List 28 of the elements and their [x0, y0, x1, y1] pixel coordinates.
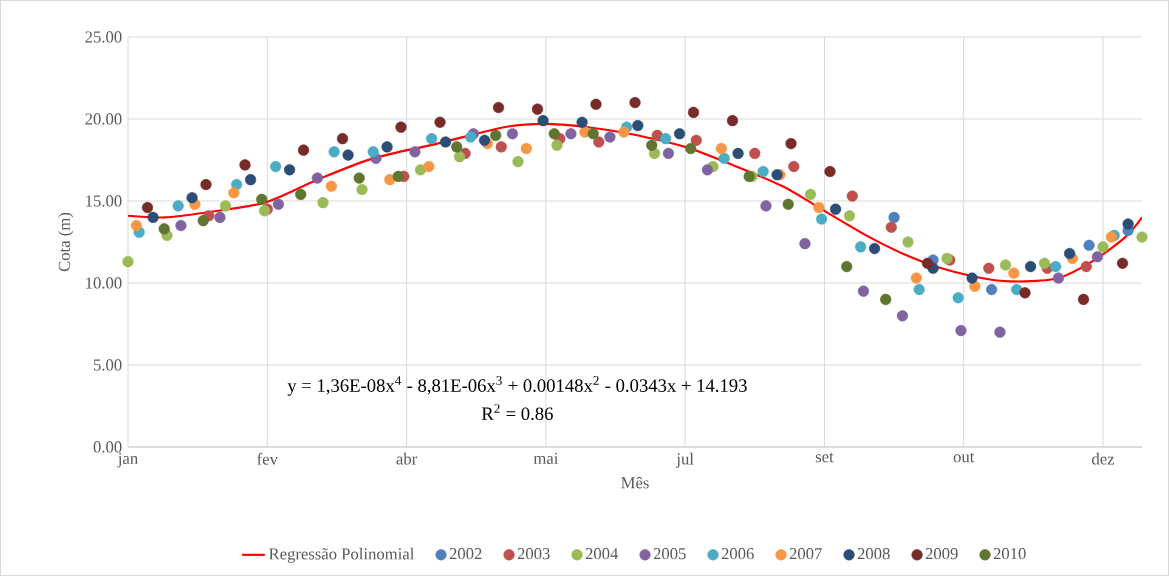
legend-label: 2006 — [721, 548, 754, 560]
y-tick-label: 10.00 — [86, 277, 122, 289]
x-tick-label: jan — [117, 452, 138, 468]
legend-label: Regressão Polinomial — [269, 547, 415, 563]
y-tick-label: 0.00 — [93, 441, 122, 453]
x-tick-label: jul — [675, 452, 694, 468]
legend-label: 2003 — [517, 548, 550, 560]
x-tick-label: set — [815, 452, 834, 463]
annotation: R$^{2}$ = 0.86 — [481, 404, 553, 421]
legend-label: 2008 — [857, 548, 890, 560]
legend-label: 2009 — [925, 548, 958, 560]
x-tick-label: dez — [1092, 452, 1115, 465]
x-tick-label: out — [953, 452, 975, 463]
x-tick-label: abr — [396, 452, 418, 465]
legend-label: 2007 — [789, 548, 822, 560]
y-tick-label: 20.00 — [85, 113, 122, 125]
legend-label: 2010 — [993, 548, 1026, 560]
x-tick-label: fev — [257, 452, 278, 465]
annotation: y = 1,36E-08x$^{4}$ - 8,81E-06x$^{3}$ + 0.00148x$^{2}$ - 0.0343x + 14.193 — [287, 376, 747, 396]
y-tick-label: 15.00 — [86, 195, 122, 207]
y-tick-label: 5.00 — [93, 359, 122, 371]
legend-label: 2004 — [585, 548, 619, 560]
x-axis-title: Mês — [621, 476, 649, 489]
y-tick-label: 25.00 — [85, 31, 122, 43]
legend-label: 2005 — [653, 548, 686, 560]
x-tick-label: mai — [533, 452, 559, 465]
legend-label: 2002 — [449, 548, 482, 560]
y-axis-title: Cota (m) — [58, 212, 74, 272]
